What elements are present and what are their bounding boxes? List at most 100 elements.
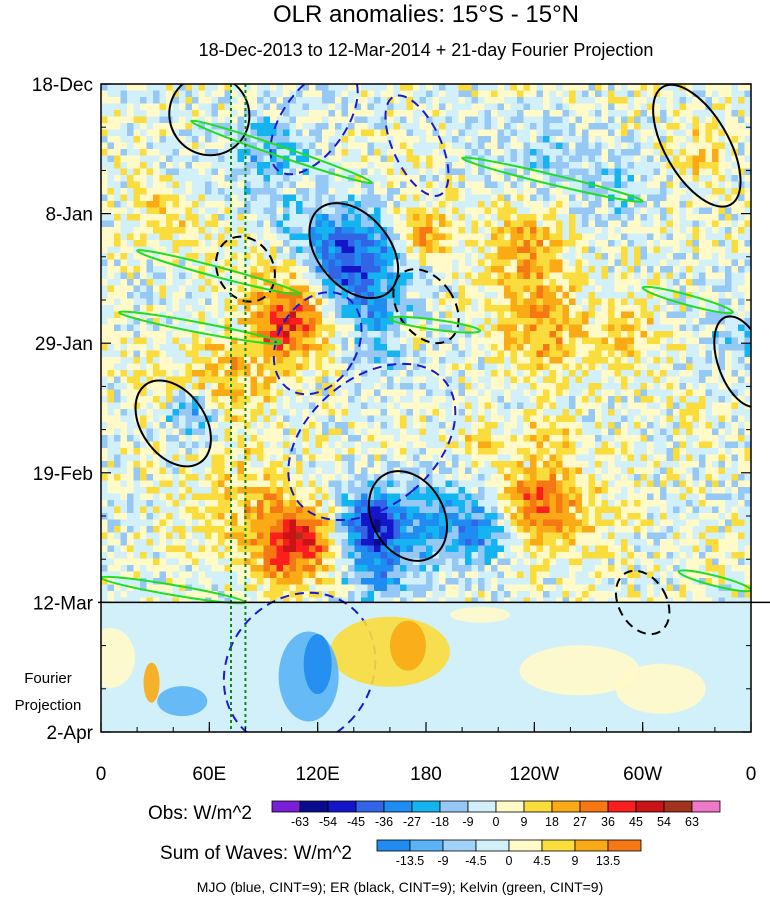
- obs-cell: [497, 279, 505, 286]
- obs-cell: [218, 155, 225, 163]
- obs-cell: [549, 344, 557, 351]
- obs-cell: [361, 383, 368, 390]
- obs-cell: [380, 162, 388, 169]
- obs-cell: [504, 214, 511, 221]
- obs-cell: [712, 272, 719, 280]
- obs-cell: [699, 194, 706, 202]
- obs-cell: [348, 129, 355, 137]
- obs-cell: [367, 318, 375, 325]
- obs-cell: [133, 142, 141, 150]
- obs-cell: [179, 331, 186, 338]
- obs-cell: [335, 331, 342, 338]
- obs-cell: [627, 116, 635, 124]
- obs-cell: [569, 305, 576, 312]
- obs-cell: [452, 110, 459, 117]
- obs-cell: [426, 110, 433, 117]
- obs-cell: [744, 357, 751, 364]
- obs-cell: [380, 363, 388, 371]
- obs-cell: [471, 201, 479, 208]
- obs-cell: [666, 370, 674, 377]
- obs-cell: [510, 201, 518, 208]
- obs-cell: [283, 123, 290, 130]
- obs-cell: [244, 110, 251, 117]
- obs-cell: [179, 253, 186, 260]
- obs-cell: [744, 266, 751, 273]
- obs-cell: [257, 103, 264, 111]
- obs-cell: [744, 396, 751, 403]
- obs-cell: [718, 383, 726, 390]
- obs-cell: [133, 357, 141, 364]
- obs-cell: [120, 162, 128, 169]
- obs-cell: [192, 272, 199, 280]
- obs-cell: [582, 110, 589, 117]
- obs-cell: [562, 214, 570, 221]
- obs-cell: [699, 149, 706, 156]
- obs-cell: [601, 253, 609, 260]
- obs-cell: [237, 110, 245, 117]
- obs-cell: [452, 136, 459, 143]
- obs-cell: [328, 84, 336, 91]
- obs-cell: [257, 311, 264, 319]
- obs-cell: [725, 357, 732, 364]
- obs-cell: [172, 129, 180, 137]
- obs-cell: [679, 103, 687, 111]
- obs-cell: [666, 103, 674, 111]
- obs-cell: [432, 110, 440, 117]
- obs-cell: [107, 370, 115, 377]
- obs-cell: [588, 155, 596, 163]
- obs-cell: [536, 363, 544, 371]
- obs-cell: [380, 149, 388, 156]
- obs-cell: [731, 220, 739, 228]
- obs-cell: [419, 116, 427, 124]
- obs-cell: [471, 227, 479, 234]
- obs-cell: [218, 331, 225, 338]
- obs-cell: [660, 207, 667, 215]
- obs-cell: [543, 220, 550, 228]
- obs-cell: [166, 331, 173, 338]
- obs-cell: [263, 305, 271, 312]
- obs-cell: [172, 305, 180, 312]
- obs-cell: [341, 318, 349, 325]
- obs-cell: [523, 370, 531, 377]
- obs-cell: [666, 396, 674, 403]
- obs-cell: [361, 272, 368, 280]
- obs-cell: [146, 389, 154, 397]
- obs-cell: [562, 97, 570, 104]
- obs-cell: [530, 376, 537, 384]
- obs-cell: [419, 253, 427, 260]
- obs-cell: [653, 168, 661, 176]
- obs-cell: [107, 337, 115, 345]
- obs-cell: [179, 272, 186, 280]
- obs-cell: [361, 233, 368, 241]
- obs-cell: [627, 363, 635, 371]
- obs-cell: [465, 370, 472, 377]
- obs-cell: [244, 175, 251, 182]
- obs-cell: [257, 292, 264, 299]
- obs-cell: [426, 214, 433, 221]
- obs-cell: [205, 214, 212, 221]
- obs-cell: [140, 201, 147, 208]
- obs-cell: [309, 344, 316, 351]
- obs-cell: [601, 246, 609, 254]
- obs-cell: [601, 376, 609, 384]
- obs-cell: [471, 253, 479, 260]
- obs-cell: [458, 110, 466, 117]
- obs-cell: [263, 337, 271, 345]
- obs-cell: [627, 207, 635, 215]
- obs-cell: [484, 168, 492, 176]
- obs-cell: [666, 155, 674, 163]
- obs-cell: [523, 396, 531, 403]
- obs-cell: [621, 324, 628, 332]
- obs-cell: [549, 376, 557, 384]
- obs-cell: [159, 110, 167, 117]
- obs-cell: [445, 376, 453, 384]
- obs-cell: [387, 103, 394, 111]
- obs-cell: [686, 181, 693, 189]
- obs-cell: [738, 227, 745, 234]
- obs-cell: [172, 149, 180, 156]
- obs-cell: [218, 129, 225, 137]
- obs-cell: [517, 188, 524, 195]
- obs-cell: [601, 233, 609, 241]
- obs-cell: [296, 279, 303, 286]
- obs-cell: [276, 175, 284, 182]
